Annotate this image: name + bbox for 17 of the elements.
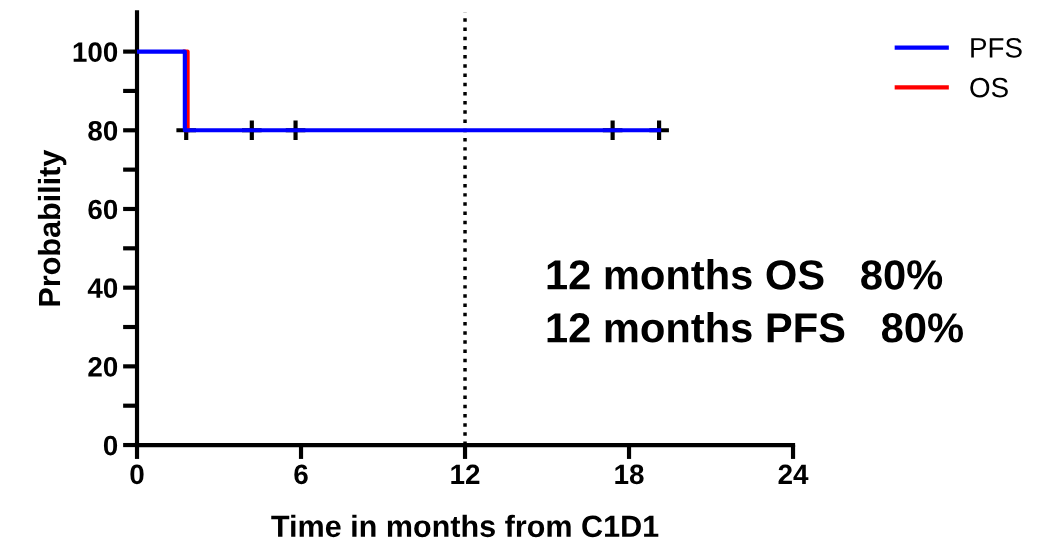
y-tick-label: 80 [88, 120, 118, 141]
annotation: 12 months PFS 80% [547, 311, 963, 343]
annotation: 12 months OS 80% [547, 259, 943, 290]
x-tick-label: 18 [615, 464, 644, 485]
y-axis-title: Probability [37, 149, 67, 306]
legend-label: PFS [971, 37, 1022, 58]
y-tick-label: 100 [73, 42, 118, 62]
legend-label: OS [970, 77, 1008, 98]
x-tick-label: 6 [294, 464, 308, 485]
y-tick-label: 40 [87, 278, 118, 298]
x-axis-title: Time in months from C1D1 [271, 514, 659, 538]
x-tick-label: 12 [451, 464, 480, 484]
x-tick-label: 24 [778, 464, 809, 484]
x-tick-label: 0 [130, 464, 144, 485]
y-tick-label: 60 [88, 199, 118, 220]
y-tick-label: 20 [88, 357, 118, 377]
y-tick-label: 0 [103, 435, 118, 456]
